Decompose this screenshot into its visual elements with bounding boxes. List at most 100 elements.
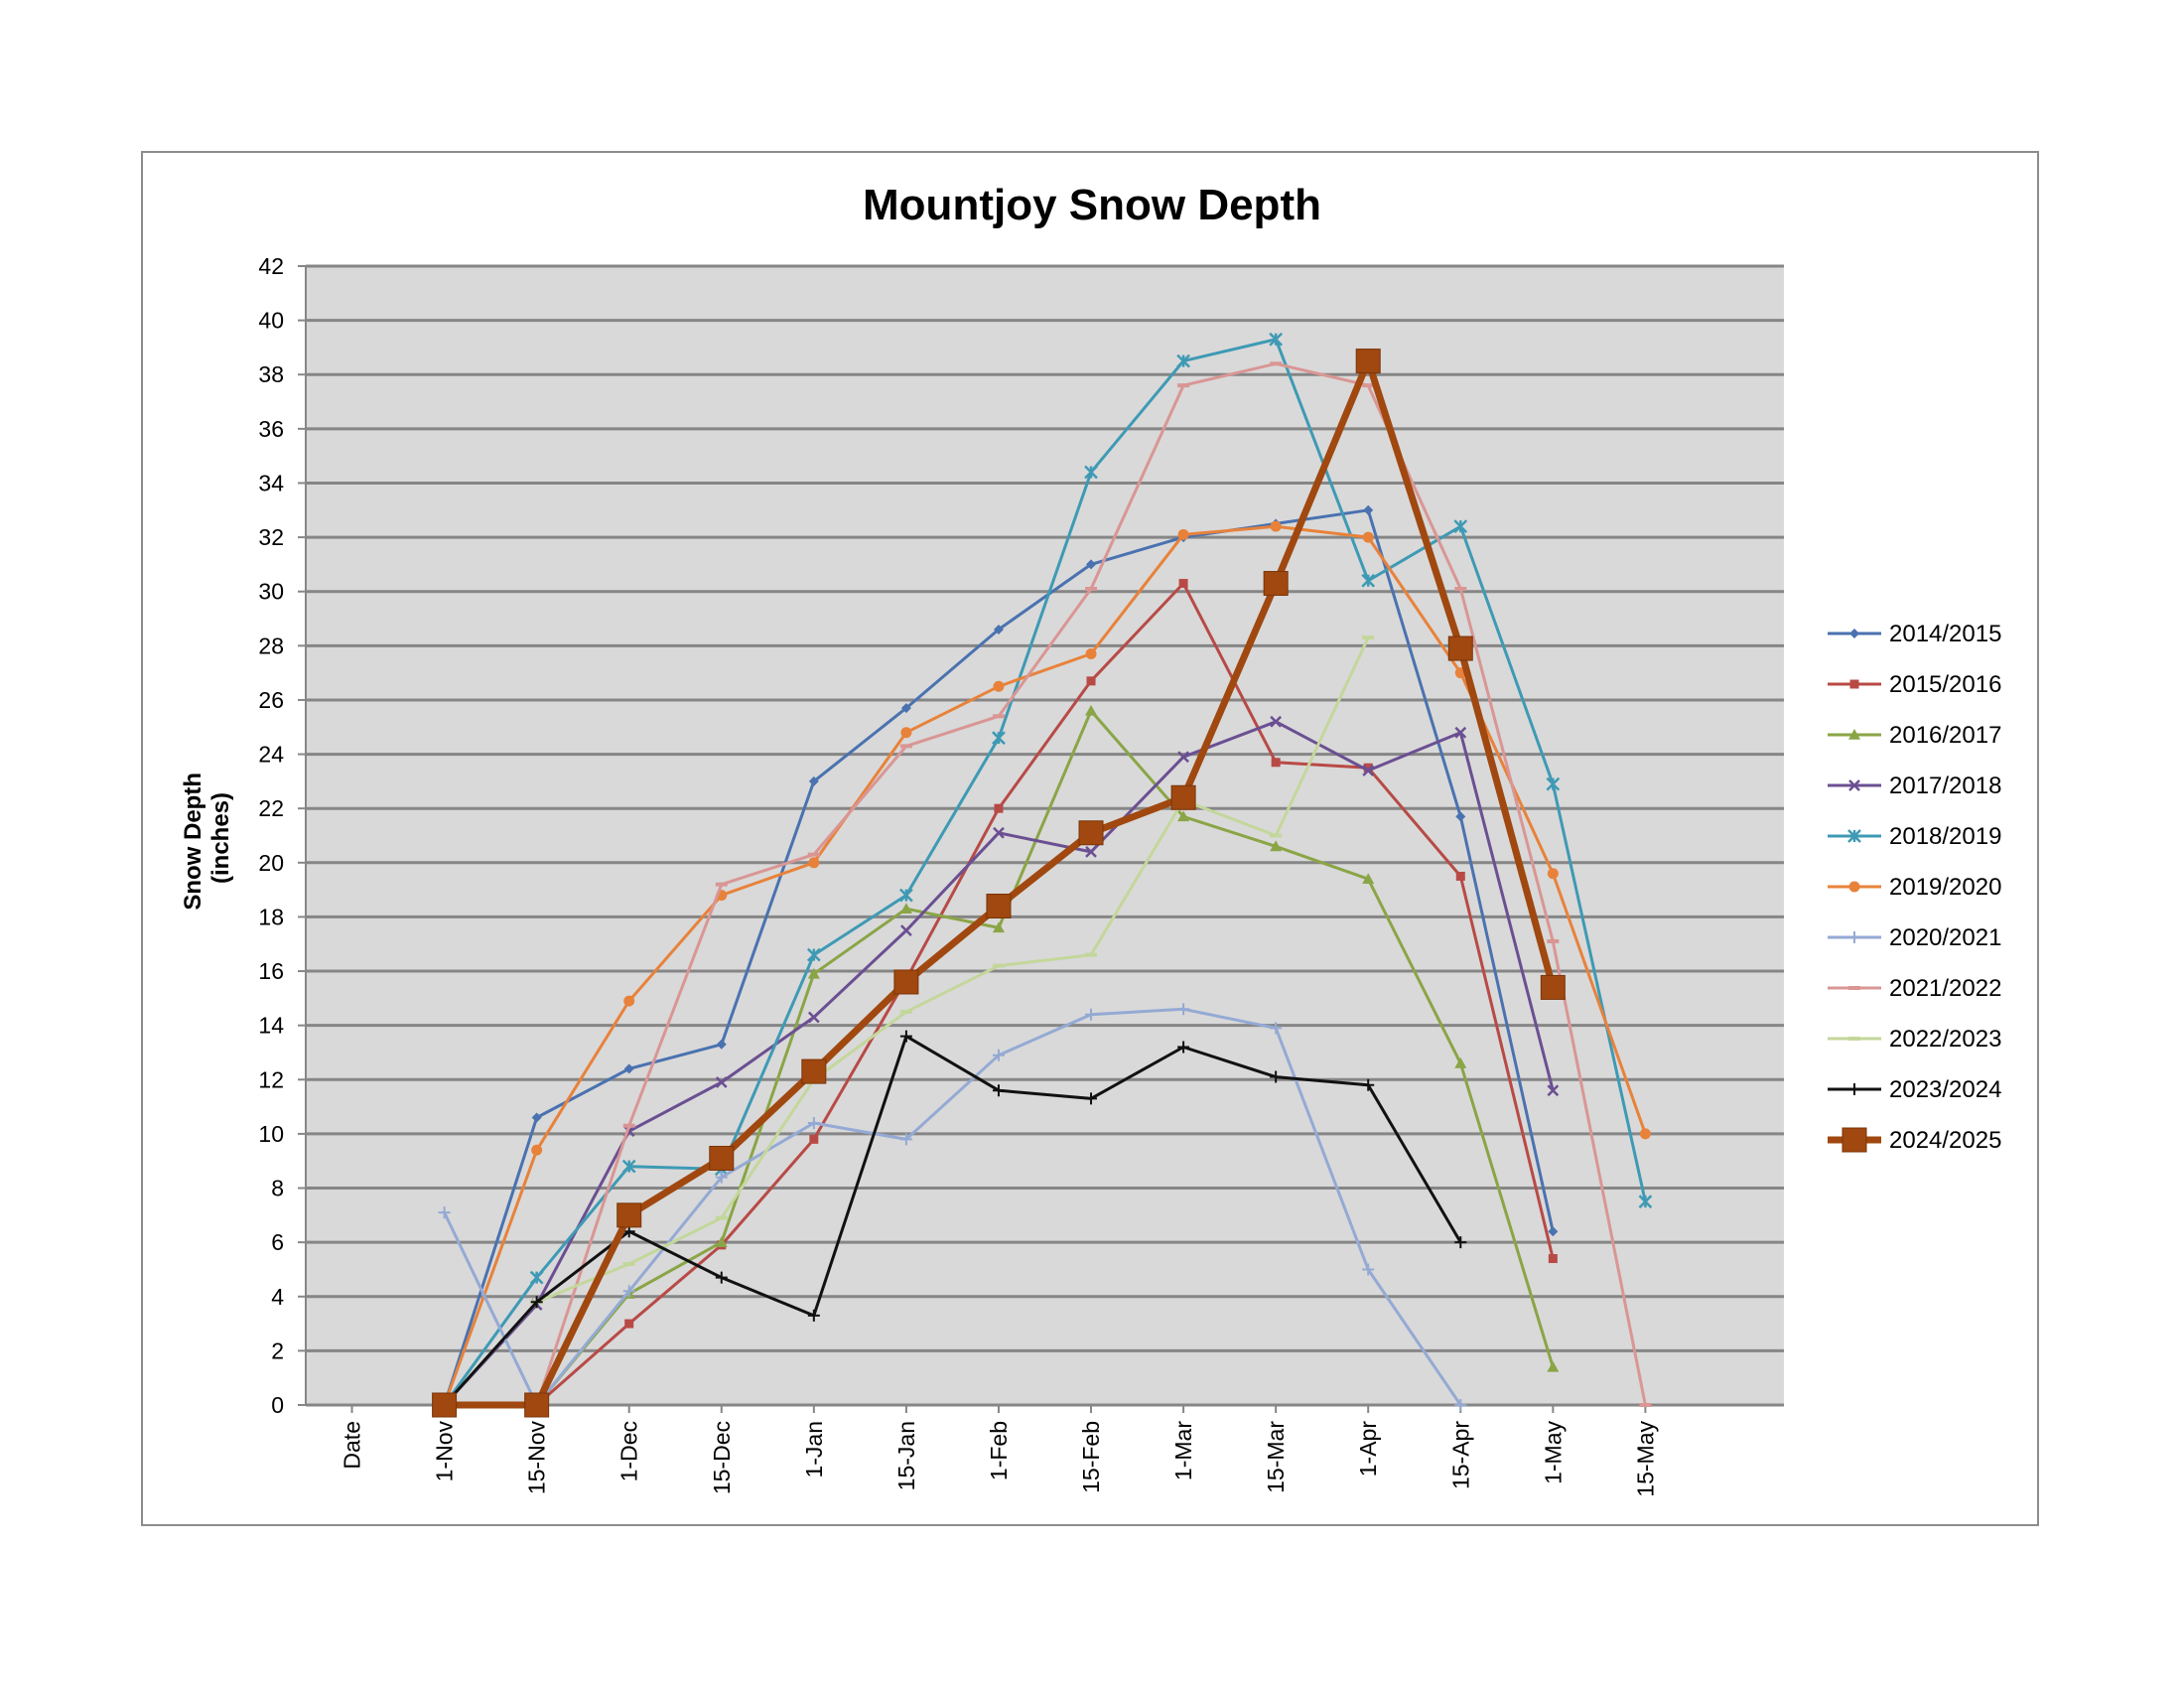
triangle-marker: [1177, 810, 1190, 822]
x-tick-label: 15-Nov: [524, 1421, 550, 1495]
plus-marker: [1085, 1092, 1098, 1105]
x-tick-label: 1-Nov: [432, 1421, 458, 1482]
legend-item-2023-2024: 2023/2024: [1828, 1076, 2001, 1103]
square-marker: [1455, 871, 1465, 881]
x-marker: [1848, 779, 1860, 791]
square-marker: [1271, 758, 1281, 768]
circle-marker: [900, 727, 912, 739]
x-tick-label: 15-Jan: [893, 1421, 919, 1490]
legend-item-2022-2023: 2022/2023: [1828, 1026, 2001, 1053]
square-marker: [1849, 679, 1859, 689]
diamond-marker: [1849, 629, 1859, 638]
plus-marker: [622, 1285, 635, 1298]
triangle-marker: [899, 903, 912, 914]
y-tick-label: 42: [258, 253, 284, 279]
square-marker: [624, 1319, 634, 1329]
legend-label: 2023/2024: [1889, 1076, 2001, 1103]
diamond-marker: [1363, 504, 1374, 515]
legend-label: 2014/2015: [1889, 621, 2001, 647]
x-tick-label: Date: [340, 1421, 365, 1470]
square-marker: [1363, 763, 1373, 773]
circle-marker: [808, 857, 820, 869]
square-marker: [1548, 1254, 1558, 1264]
star-marker: [1269, 332, 1284, 347]
star-marker: [899, 888, 913, 903]
y-tick-label: 36: [258, 416, 284, 442]
y-tick-label: 38: [258, 361, 284, 387]
series-line: [443, 361, 1647, 1407]
square-marker: [893, 969, 919, 995]
x-marker: [1085, 846, 1097, 858]
x-marker: [900, 924, 912, 936]
chart-svg: Mountjoy Snow Depth Snow Depth (inches) …: [180, 181, 2001, 1497]
plus-marker: [1362, 1263, 1375, 1276]
y-axis-label-line-1: Snow Depth: [180, 773, 206, 911]
legend-label: 2019/2020: [1889, 874, 2001, 901]
x-marker: [993, 826, 1005, 839]
triangle-marker: [1362, 873, 1375, 884]
star-marker: [1176, 353, 1190, 368]
star-marker: [1361, 573, 1376, 588]
diamond-marker: [531, 1112, 542, 1123]
square-marker: [1086, 676, 1096, 686]
x-marker: [1547, 1084, 1560, 1097]
series-line: [443, 1007, 1462, 1407]
legend-item-2015-2016: 2015/2016: [1828, 671, 2001, 698]
star-marker: [1847, 829, 1861, 843]
triangle-marker: [1848, 729, 1860, 740]
y-tick-label: 30: [258, 579, 284, 605]
legend-label: 2021/2022: [1889, 975, 2001, 1002]
y-tick-label: 16: [258, 958, 284, 984]
plus-marker: [807, 1116, 820, 1129]
legend-item-2014-2015: 2014/2015: [1828, 621, 2001, 647]
x-marker: [1362, 765, 1375, 776]
circle-marker: [993, 680, 1005, 692]
legend-item-2020-2021: 2020/2021: [1828, 924, 2001, 951]
plus-marker: [807, 1309, 820, 1322]
circle-marker: [531, 1144, 543, 1156]
circle-marker: [1362, 531, 1374, 543]
triangle-marker: [992, 921, 1005, 933]
legend-item-2018-2019: 2018/2019: [1828, 823, 2001, 850]
series-line: [443, 524, 1647, 1407]
plus-marker: [1454, 1236, 1467, 1249]
x-marker: [807, 1011, 820, 1024]
x-marker: [1177, 751, 1189, 764]
x-tick-label: 1-Apr: [1355, 1421, 1381, 1477]
diamond-marker: [900, 703, 911, 714]
square-marker: [801, 1058, 827, 1084]
y-axis-label-line-2: (inches): [207, 792, 234, 884]
square-marker: [1178, 579, 1188, 589]
square-marker: [986, 894, 1012, 919]
circle-marker: [1085, 648, 1097, 660]
legend-item-2021-2022: 2021/2022: [1828, 975, 2001, 1002]
y-tick-label: 6: [271, 1229, 284, 1255]
legend-label: 2020/2021: [1889, 924, 2001, 951]
star-marker: [1453, 519, 1468, 534]
chart-frame: Mountjoy Snow Depth Snow Depth (inches) …: [141, 151, 2039, 1526]
triangle-marker: [807, 967, 820, 979]
y-tick-label: 4: [271, 1284, 284, 1310]
square-marker: [1355, 349, 1381, 374]
plot-area: 024681012141618202224262830323436384042D…: [258, 253, 1784, 1497]
x-tick-label: 15-May: [1632, 1421, 1658, 1497]
plus-marker: [715, 1171, 728, 1184]
circle-marker: [623, 995, 635, 1007]
star-marker: [1084, 465, 1098, 480]
plus-marker: [1270, 1070, 1283, 1083]
diamond-marker: [808, 775, 819, 786]
plus-marker: [899, 1030, 912, 1043]
x-tick-label: 15-Mar: [1263, 1421, 1289, 1493]
legend-item-2024-2025: 2024/2025: [1828, 1127, 2001, 1154]
plus-marker: [1270, 1022, 1283, 1035]
legend-label: 2015/2016: [1889, 671, 2001, 698]
y-tick-label: 32: [258, 524, 284, 550]
x-marker: [1270, 715, 1283, 728]
plus-marker: [715, 1271, 728, 1284]
y-tick-label: 14: [258, 1013, 284, 1039]
square-marker: [1263, 571, 1289, 597]
series-2021-2022: [438, 361, 1652, 1407]
star-marker: [992, 731, 1006, 746]
circle-marker: [1177, 528, 1189, 540]
plus-marker: [1362, 1078, 1375, 1091]
